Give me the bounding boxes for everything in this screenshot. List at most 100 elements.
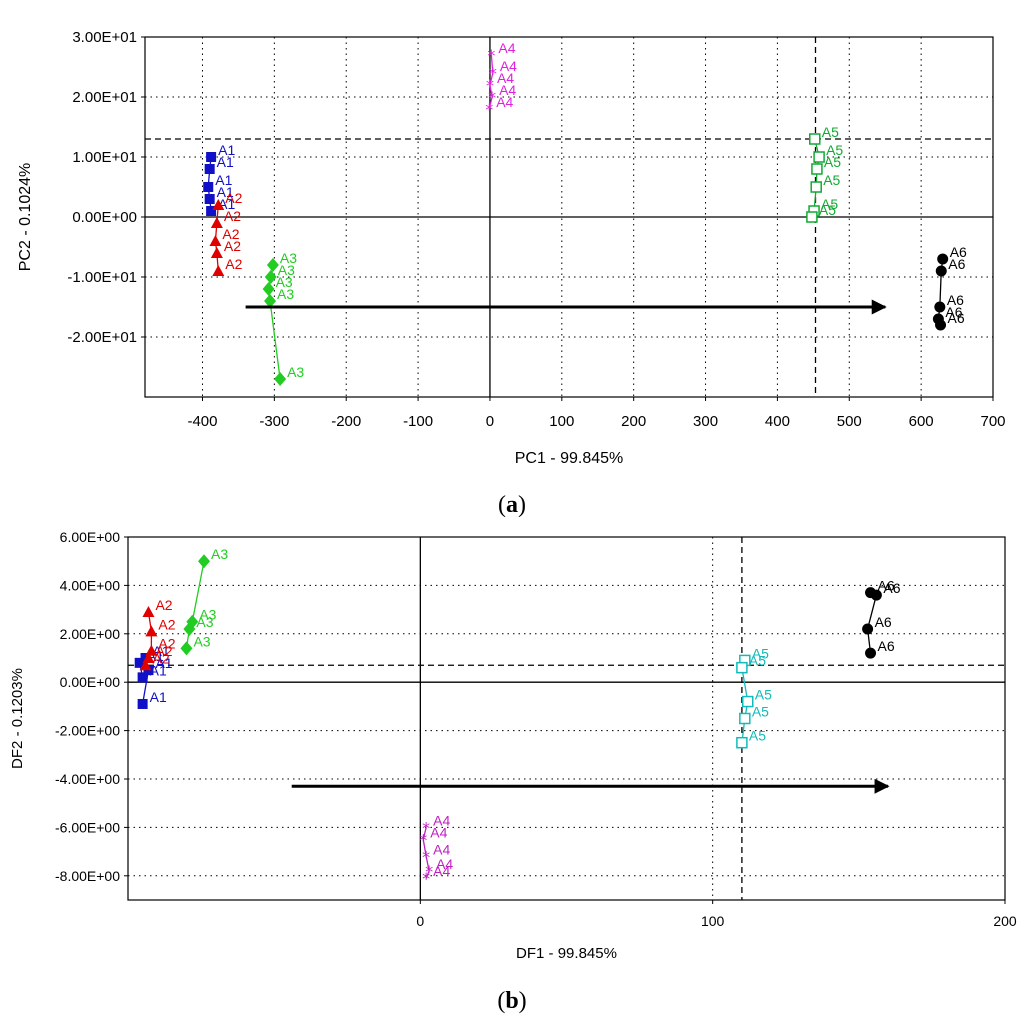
chart-b-frame — [127, 536, 1006, 901]
chart-a-point-A4-0: * — [487, 46, 495, 65]
chart-a-point-A2-4 — [212, 265, 225, 276]
chart-b-point-label-A4-0: A4 — [433, 812, 450, 828]
chart-a-point-label-A5-1: A5 — [826, 142, 843, 158]
chart-a-point-A6-1 — [935, 265, 947, 277]
chart-a-x-tick-label-7: 300 — [693, 413, 718, 430]
chart-b-y-tick-label-4: -2.00E+00 — [55, 723, 120, 739]
chart-b-x-tick-label-0: 0 — [416, 913, 424, 929]
chart-a-point-label-A3-1: A3 — [278, 262, 295, 278]
chart-b-x-tick-label-1: 100 — [701, 913, 725, 929]
chart-a-point-label-A4-0: A4 — [498, 40, 515, 56]
chart-b-x-tick-label-2: 200 — [993, 913, 1017, 929]
chart-b-y-tick-label-6: -6.00E+00 — [55, 819, 120, 835]
chart-a-point-A3-4 — [274, 372, 287, 386]
chart-a-point-label-A3-0: A3 — [280, 250, 297, 266]
chart-a-point-label-A5-5: A5 — [819, 202, 836, 218]
chart-b-point-label-A4-2: A4 — [433, 841, 450, 857]
caption-a: (a) — [498, 492, 526, 518]
chart-a-point-A4-4: * — [485, 100, 493, 119]
chart-a-x-tick-label-0: -400 — [187, 413, 217, 430]
chart-b-point-label-A2-4: A2 — [153, 650, 170, 666]
chart-b-point-label-A1-3: A1 — [155, 655, 172, 671]
chart-b-point-A3-3 — [180, 641, 193, 656]
chart-a-point-A3-3 — [264, 294, 277, 308]
chart-b-point-A6-3 — [865, 647, 877, 659]
chart-a-y-tick-label-3: 0.00E+00 — [72, 209, 137, 226]
chart-b-point-A6-1 — [870, 589, 882, 601]
chart-a-point-A3-0 — [266, 258, 279, 272]
chart-a-point-label-A6-3: A6 — [945, 304, 962, 320]
chart-b-x-axis-title: DF1 - 99.845% — [516, 945, 617, 962]
chart-a-x-tick-label-11: 700 — [980, 413, 1005, 430]
chart-a-point-A2-0 — [212, 199, 225, 210]
chart-b-point-label-A4-4: A4 — [433, 863, 450, 879]
chart-b-y-tick-label-3: 0.00E+00 — [60, 674, 121, 690]
chart-a-point-label-A2-1: A2 — [224, 208, 241, 224]
chart-b-point-A1-4 — [137, 698, 148, 709]
chart-b-lda: 6.00E+00 4.00E+00 2.00E+00 0.00E+00 -2.00E+0… — [9, 529, 1017, 962]
chart-a-point-label-A3-4: A3 — [287, 364, 304, 380]
chart-a-point-A4-1: * — [489, 64, 497, 83]
chart-a-y-tick-label-2: 1.00E+01 — [72, 149, 137, 166]
chart-a-point-label-A6-1: A6 — [948, 256, 965, 272]
chart-b-point-label-A4-1: A4 — [430, 825, 447, 841]
chart-a-point-A2-1 — [210, 217, 223, 228]
chart-b-point-A4-1: * — [419, 831, 427, 850]
chart-a-point-label-A4-2: A4 — [497, 70, 514, 86]
chart-b-y-tick-label-0: 6.00E+00 — [60, 529, 121, 545]
chart-a-point-label-A2-3: A2 — [224, 238, 241, 254]
chart-a-point-label-A1-2: A1 — [215, 172, 232, 188]
chart-b-point-A3-0 — [198, 554, 211, 569]
chart-b-point-label-A6-0: A6 — [878, 578, 895, 594]
chart-a-x-tick-label-2: -200 — [331, 413, 361, 430]
chart-a-x-tick-label-3: -100 — [403, 413, 433, 430]
chart-b-point-A4-0: * — [422, 818, 430, 837]
chart-a-point-A4-3: * — [488, 88, 496, 107]
chart-a-x-tick-label-5: 100 — [549, 413, 574, 430]
chart-a-point-A1-1 — [204, 164, 215, 174]
chart-a-point-label-A5-0: A5 — [822, 124, 839, 140]
chart-a-point-A5-5 — [806, 211, 818, 223]
chart-a-point-label-A4-4: A4 — [496, 94, 513, 110]
chart-a-x-tick-label-6: 200 — [621, 413, 646, 430]
chart-a-y-tick-label-1: 2.00E+01 — [72, 89, 137, 106]
chart-b-series-A4: * A4* A4* A4* A4* A4 — [419, 812, 453, 888]
chart-a-y-axis-title: PC2 - 0.1024% — [17, 163, 34, 272]
chart-a-pca: 3.00E+01 2.00E+01 1.00E+01 0.00E+00 -1.00E+0… — [17, 29, 1006, 467]
chart-b-y-tick-label-1: 4.00E+00 — [60, 577, 121, 593]
chart-a-point-label-A3-3: A3 — [277, 286, 294, 302]
chart-b-y-tick-label-5: -4.00E+00 — [55, 771, 120, 787]
chart-b-point-A5-1 — [736, 661, 748, 674]
chart-b-point-label-A4-3: A4 — [436, 856, 453, 872]
chart-b-point-label-A5-0: A5 — [752, 645, 769, 661]
chart-b-point-A5-4 — [736, 736, 748, 749]
chart-a-x-tick-label-9: 500 — [837, 413, 862, 430]
chart-a-point-label-A2-4: A2 — [225, 256, 242, 272]
chart-a-y-tick-label-4: -1.00E+01 — [67, 269, 137, 286]
chart-a-x-tick-label-4: 0 — [486, 413, 494, 430]
chart-b-point-A2-1 — [145, 625, 158, 637]
chart-a-point-label-A6-0: A6 — [950, 244, 967, 260]
chart-a-point-A5-0 — [809, 133, 821, 145]
chart-a-point-A1-0 — [206, 152, 217, 162]
chart-b-point-label-A2-3: A2 — [155, 643, 172, 659]
chart-a-point-label-A5-3: A5 — [823, 172, 840, 188]
chart-a-point-A3-2 — [262, 282, 275, 296]
chart-a-y-tick-label-5: -2.00E+01 — [67, 329, 137, 346]
chart-b-series-A4-line — [422, 827, 430, 879]
chart-a-y-tick-label-0: 3.00E+01 — [72, 29, 137, 46]
chart-b-point-label-A3-3: A3 — [193, 633, 210, 649]
chart-b-y-tick-label-2: 2.00E+00 — [60, 626, 121, 642]
chart-b-point-label-A1-4: A1 — [150, 689, 167, 705]
chart-b-point-A6-2 — [862, 623, 874, 635]
chart-a-point-label-A6-2: A6 — [947, 292, 964, 308]
chart-b-point-label-A2-1: A2 — [158, 616, 175, 632]
chart-b-point-label-A6-3: A6 — [878, 638, 895, 654]
